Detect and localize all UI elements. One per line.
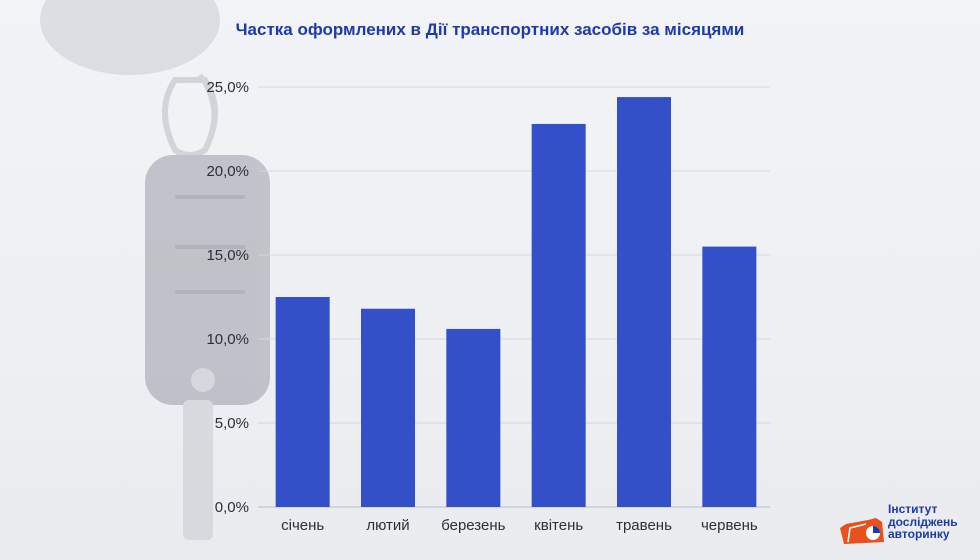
bar-4: [531, 123, 586, 508]
brand-name: Інститут досліджень авторинку: [888, 503, 980, 541]
brand-line-3: авторинку: [888, 527, 950, 541]
y-tick-label: 0,0%: [215, 499, 249, 516]
brand-logo-icon: [840, 518, 884, 544]
x-category-label: квітень: [534, 517, 583, 534]
y-tick-label: 25,0%: [206, 79, 249, 96]
x-category-label: лютий: [366, 517, 409, 534]
x-category-label: січень: [281, 517, 324, 534]
y-tick-label: 10,0%: [206, 331, 249, 348]
bar-1: [275, 297, 330, 507]
y-tick-label: 5,0%: [215, 415, 249, 432]
brand-line-2: досліджень: [888, 514, 958, 529]
x-axis-categories: січень лютий березень квітень травень червень: [281, 517, 758, 534]
y-tick-label: 20,0%: [206, 163, 249, 180]
brand-line-1: Інститут: [888, 502, 938, 516]
y-tick-label: 15,0%: [206, 247, 249, 264]
x-category-label: травень: [616, 517, 672, 534]
bars: [275, 97, 757, 508]
bar-2: [361, 308, 415, 507]
x-category-label: червень: [701, 517, 758, 534]
chart-title: Частка оформлених в Дії транспортних зас…: [235, 20, 745, 39]
gridlines: [258, 86, 770, 508]
bar-5: [617, 97, 671, 507]
y-axis-ticks: 0,0% 5,0% 10,0% 15,0% 20,0% 25,0%: [206, 79, 249, 516]
bar-3: [446, 328, 501, 507]
x-category-label: березень: [441, 517, 505, 534]
bar-6: [702, 246, 757, 507]
